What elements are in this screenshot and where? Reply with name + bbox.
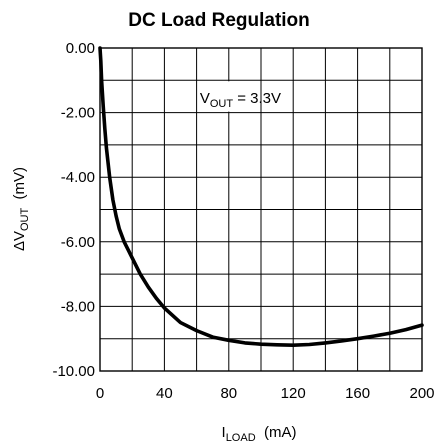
x-tick-label: 120 xyxy=(281,385,306,402)
x-axis-ticks: 0 40 80 120 160 200 xyxy=(96,385,435,402)
y-tick-label: -6.00 xyxy=(61,234,95,251)
grid xyxy=(99,47,423,372)
x-tick-label: 80 xyxy=(220,385,237,402)
annotation-background xyxy=(197,81,260,112)
plot-frame xyxy=(99,47,423,372)
y-tick-label: -4.00 xyxy=(61,169,95,186)
x-tick-label: 160 xyxy=(345,385,370,402)
x-tick-label: 40 xyxy=(156,385,173,402)
chart-title: DC Load Regulation xyxy=(128,10,310,31)
y-tick-label: -8.00 xyxy=(61,298,95,315)
y-tick-label: 0.00 xyxy=(66,40,95,57)
x-axis-label: ILOAD (mA) xyxy=(222,424,297,444)
series-line xyxy=(98,46,424,347)
annotation: VOUT = 3.3V xyxy=(197,81,281,112)
x-tick-label: 200 xyxy=(409,385,434,402)
annotation-text: VOUT = 3.3V xyxy=(200,90,281,110)
plot-area xyxy=(98,46,424,347)
y-axis-ticks: 0.00 -2.00 -4.00 -6.00 -8.00 -10.00 xyxy=(52,40,95,380)
y-tick-label: -2.00 xyxy=(61,105,95,122)
x-tick-label: 0 xyxy=(96,385,104,402)
y-tick-label: -10.00 xyxy=(52,363,95,380)
y-axis-label: ΔVOUT (mV) xyxy=(11,167,31,251)
